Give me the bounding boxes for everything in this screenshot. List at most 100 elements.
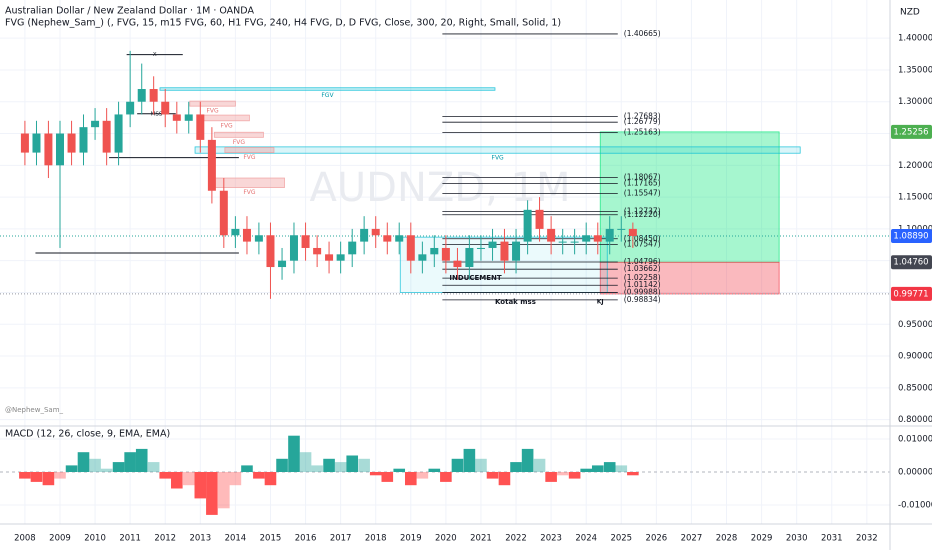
x-tick-label: 2024 bbox=[575, 534, 597, 544]
y-tick-label: 0.90000 bbox=[898, 352, 932, 362]
candle-body bbox=[383, 235, 392, 242]
macd-bar bbox=[135, 448, 148, 472]
x-tick-label: 2020 bbox=[435, 534, 457, 544]
fib-label: (1.12737) bbox=[624, 206, 661, 215]
fib-label: (1.08450) bbox=[624, 234, 661, 243]
macd-bar bbox=[206, 471, 218, 515]
candle-body bbox=[371, 228, 380, 236]
macd-bar bbox=[54, 471, 66, 479]
candle-body bbox=[149, 89, 158, 102]
macd-bar bbox=[323, 458, 335, 472]
candle-body bbox=[605, 228, 614, 242]
candle-body bbox=[67, 133, 76, 153]
candle-body bbox=[441, 247, 450, 261]
candle-body bbox=[114, 114, 123, 153]
candle-body bbox=[593, 235, 602, 242]
macd-title: MACD (12, 26, close, 9, EMA, EMA) bbox=[5, 429, 170, 440]
x-tick-label: 2028 bbox=[716, 534, 738, 544]
y-tick-label: 1.30000 bbox=[898, 97, 932, 107]
y-tick-label: 0.85000 bbox=[898, 383, 932, 393]
fib-label: (1.17165) bbox=[624, 178, 661, 187]
x-tick-label: 2025 bbox=[610, 534, 632, 544]
x-tick-label: 2013 bbox=[189, 534, 211, 544]
candle-body bbox=[102, 120, 111, 153]
macd-bar bbox=[276, 458, 288, 472]
macd-bar bbox=[627, 471, 639, 476]
fib-label: (1.18067) bbox=[624, 173, 661, 182]
macd-bar bbox=[568, 471, 581, 479]
macd-bar bbox=[346, 455, 359, 472]
candle-body bbox=[325, 254, 334, 261]
candle-body bbox=[418, 254, 427, 261]
x-tick-label: 2018 bbox=[365, 534, 387, 544]
candle-body bbox=[313, 247, 322, 255]
macd-bar bbox=[77, 452, 90, 472]
candle-body bbox=[582, 235, 591, 242]
candle-body bbox=[547, 228, 556, 242]
price-label-box bbox=[891, 124, 932, 139]
zone bbox=[203, 114, 250, 122]
macd-bar bbox=[89, 458, 101, 472]
x-tick-label: 2008 bbox=[14, 534, 36, 544]
macd-bar bbox=[521, 448, 534, 472]
plot: FGVFVGFVGFVGFVGFVGFVGXMSS(1.40665)(1.276… bbox=[0, 29, 890, 515]
candle-body bbox=[266, 235, 275, 268]
candle-body bbox=[476, 247, 485, 249]
zone-label: FVG bbox=[243, 189, 256, 196]
x-tick-label: 2009 bbox=[49, 534, 71, 544]
candle-body bbox=[406, 235, 415, 261]
candle-body bbox=[570, 241, 579, 243]
macd-bar bbox=[556, 471, 569, 476]
macd-bar bbox=[358, 458, 370, 472]
price-label-box bbox=[891, 286, 932, 301]
indicator-legend: FVG (Nephew_Sam_) (, FVG, 15, m15 FVG, 6… bbox=[5, 18, 561, 29]
macd-bar bbox=[545, 471, 557, 482]
axes: 2008 2009 2010 2011 2012 2013 2014 2015 2016 2017… bbox=[14, 34, 932, 544]
y-tick-label: 1.20000 bbox=[898, 161, 932, 171]
candle-body bbox=[453, 260, 462, 268]
candle-body bbox=[55, 133, 64, 166]
x-tick-label: 2029 bbox=[751, 534, 773, 544]
macd-bar bbox=[533, 458, 546, 472]
fib-label: (1.07547) bbox=[624, 239, 661, 248]
zone-label: FGV bbox=[321, 92, 334, 99]
currency: NZD bbox=[900, 8, 920, 18]
candle-body bbox=[79, 127, 88, 153]
y-tick-label: 1.35000 bbox=[898, 65, 932, 75]
macd-bar bbox=[475, 458, 487, 472]
candle-body bbox=[207, 139, 216, 191]
macd-bar bbox=[393, 468, 406, 472]
macd-bar bbox=[591, 465, 604, 472]
price-label-box bbox=[891, 255, 932, 270]
macd-bar bbox=[19, 471, 31, 479]
macd-bar bbox=[381, 471, 394, 482]
macd-bar bbox=[580, 468, 593, 472]
macd-tick-label: -0.01000 bbox=[898, 501, 932, 511]
macd-bar bbox=[30, 471, 43, 482]
macd-bar bbox=[311, 465, 323, 472]
macd-bar bbox=[171, 471, 183, 489]
annotation: INDUCEMENT bbox=[449, 274, 501, 282]
macd-bar bbox=[486, 471, 499, 479]
x-tick-label: 2021 bbox=[470, 534, 492, 544]
macd-bar bbox=[229, 471, 242, 486]
macd-bar bbox=[404, 471, 417, 486]
candle-body bbox=[465, 247, 474, 268]
price-label: 1.08890 bbox=[893, 231, 928, 241]
structure-label: MSS bbox=[151, 111, 163, 117]
candle-body bbox=[500, 241, 509, 261]
x-tick-label: 2011 bbox=[119, 534, 141, 544]
zone-label: FVG bbox=[243, 154, 256, 161]
macd-bar bbox=[463, 448, 476, 472]
price-label: 1.25256 bbox=[893, 127, 928, 137]
macd-bar bbox=[334, 462, 347, 472]
macd-bar bbox=[147, 462, 160, 472]
candle-body bbox=[254, 235, 263, 242]
macd-bar bbox=[288, 435, 300, 472]
x-tick-label: 2012 bbox=[154, 534, 176, 544]
candle-body bbox=[172, 114, 181, 121]
x-tick-label: 2027 bbox=[681, 534, 703, 544]
macd-bar bbox=[428, 468, 441, 472]
macd-bar bbox=[159, 471, 172, 479]
